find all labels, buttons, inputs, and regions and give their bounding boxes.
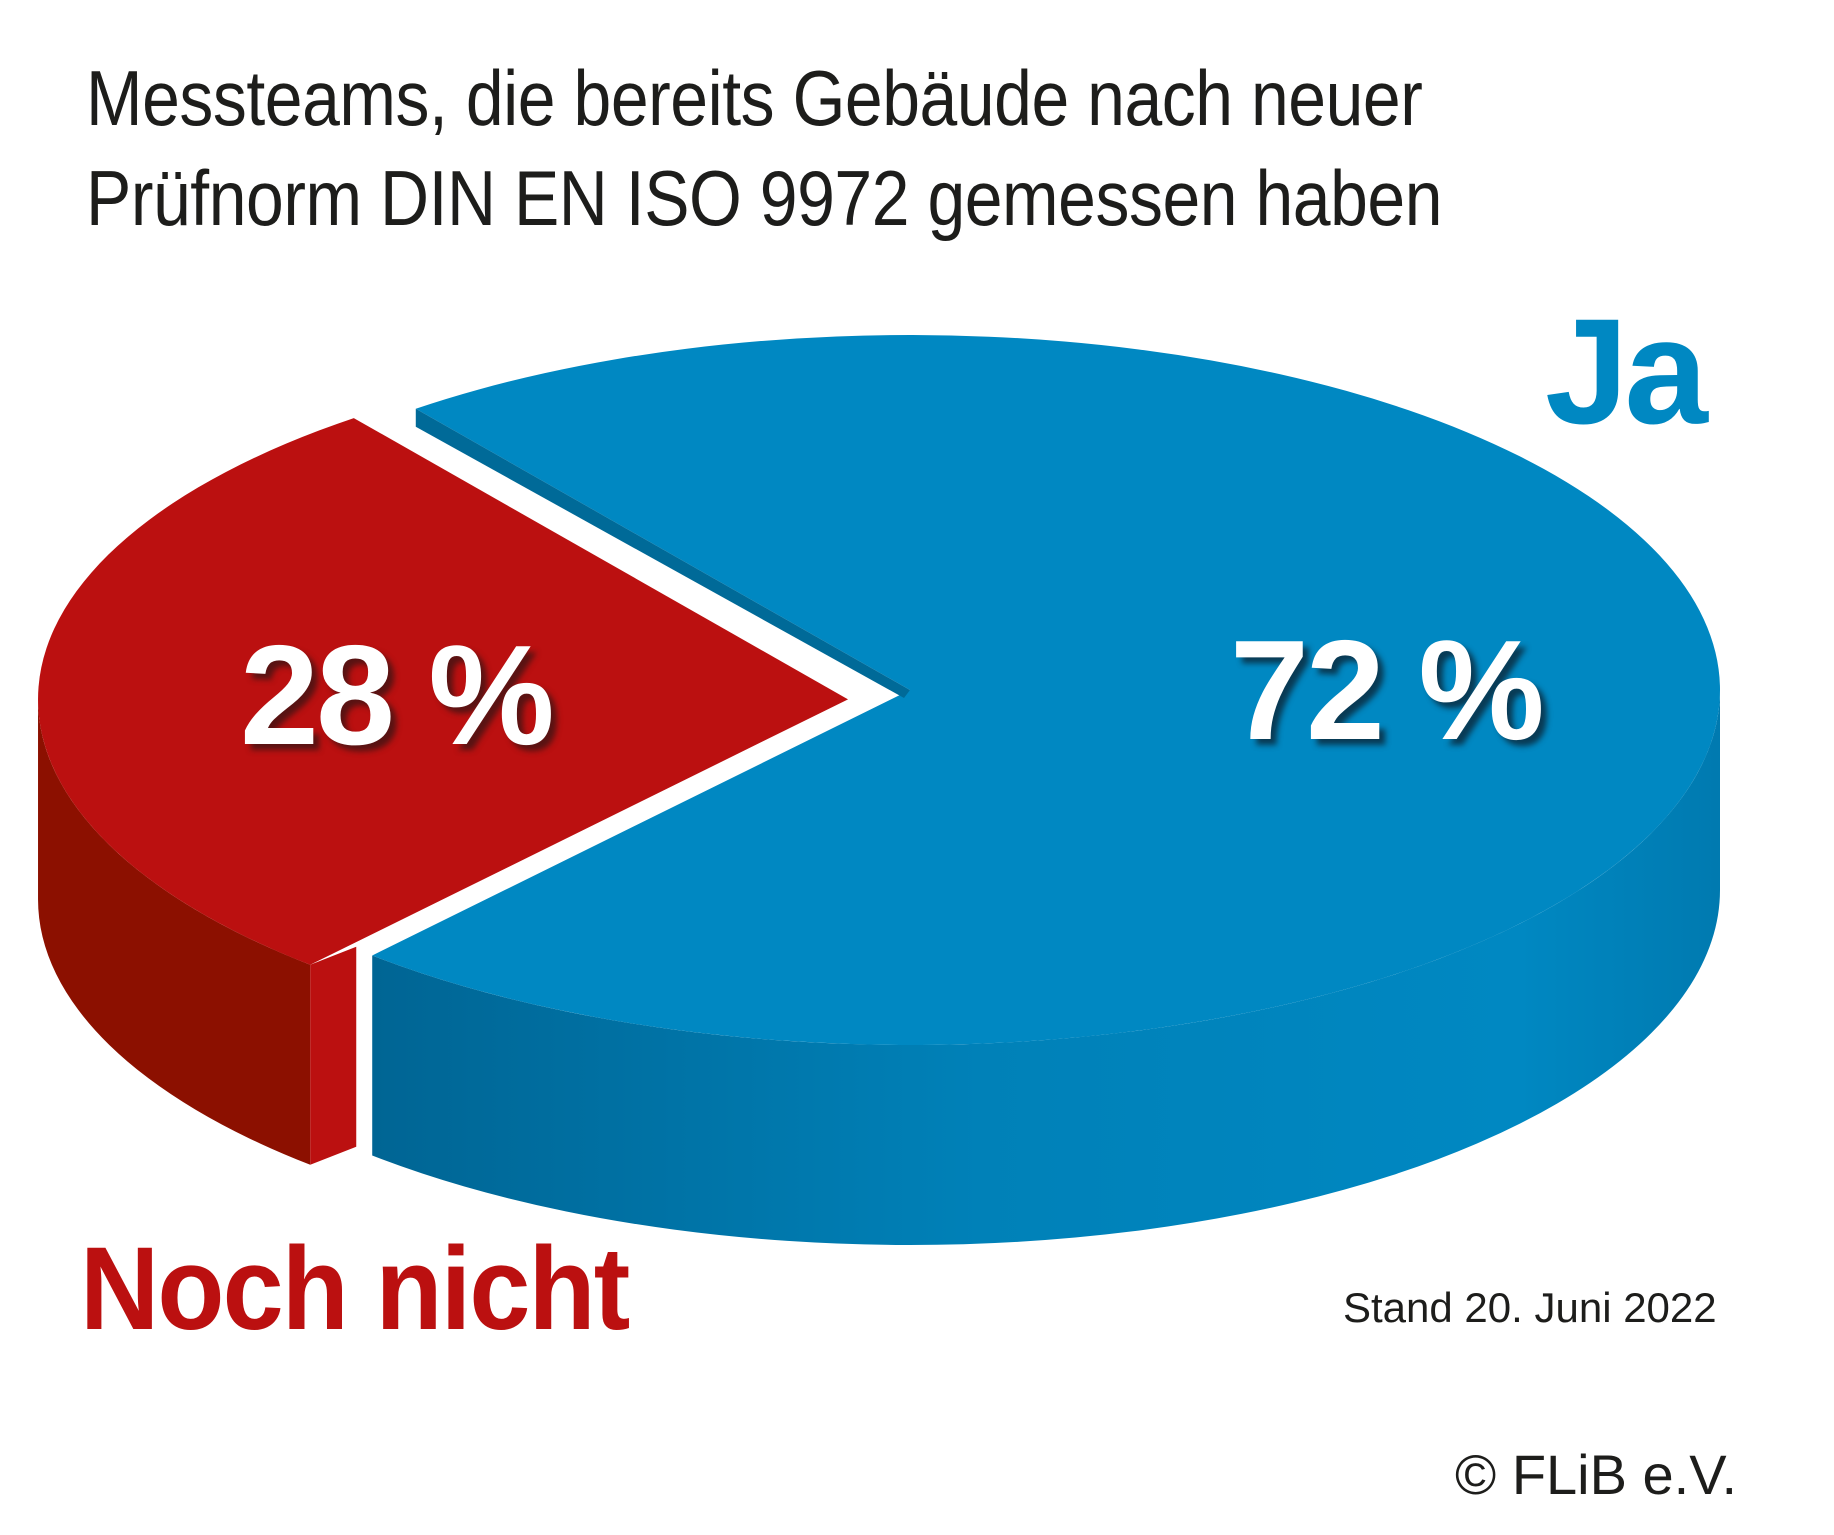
chart-title: Messteams, die bereits Gebäude nach neue… (86, 48, 1565, 248)
chart-title-line-1: Messteams, die bereits Gebäude nach neue… (86, 54, 1423, 142)
legend-label-noch-nicht: Noch nicht (80, 1223, 630, 1355)
date-annotation: Stand 20. Juni 2022 (1343, 1284, 1717, 1331)
pie-side-ja (372, 690, 1721, 1245)
pie-cut-edge-ja (415, 408, 910, 698)
legend-label-ja: Ja (1545, 287, 1708, 455)
pie-slice-ja (372, 334, 1721, 1045)
pie-slice-noch-nicht (38, 418, 849, 965)
copyright-notice: © FLiB e.V. (1455, 1443, 1737, 1506)
chart-title-line-2: Prüfnorm DIN EN ISO 9972 gemessen haben (86, 154, 1443, 242)
pie-side-noch-nicht (38, 699, 311, 1165)
pie-cut-face-noch-nicht (310, 946, 357, 1165)
data-label-noch-nicht: 28 % (240, 616, 555, 775)
data-label-ja: 72 % (1230, 611, 1545, 770)
